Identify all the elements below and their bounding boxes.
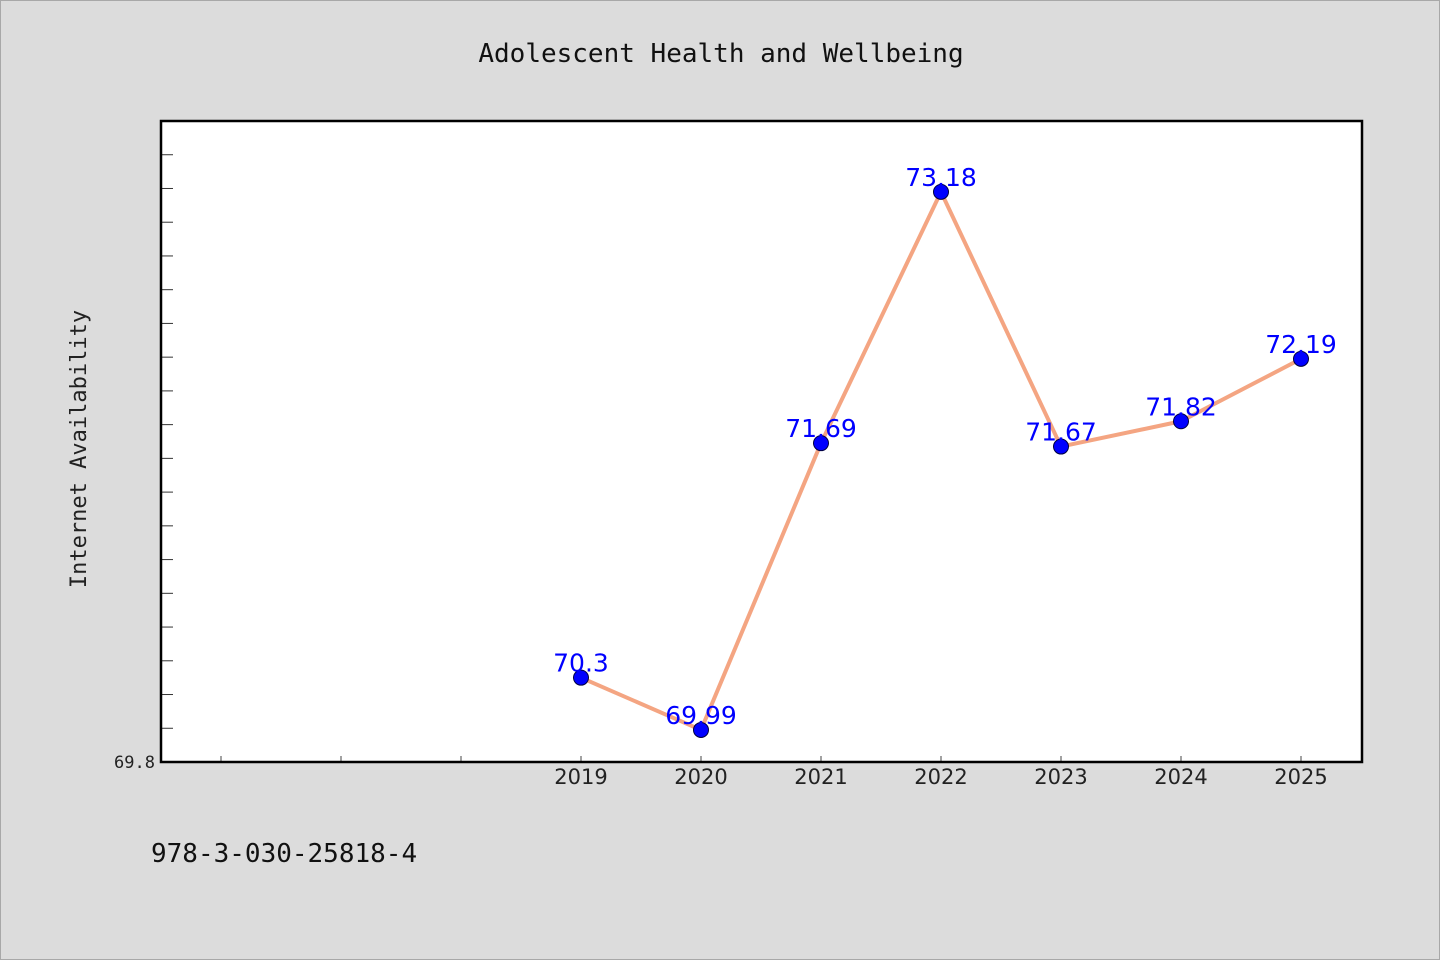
x-tick-label: 2019 — [554, 765, 607, 789]
data-label: 73.18 — [905, 163, 977, 192]
data-point — [813, 435, 829, 452]
data-label: 71.69 — [785, 414, 857, 443]
x-tick-label: 2023 — [1034, 765, 1087, 789]
data-label: 70.3 — [553, 649, 609, 678]
x-axis-ticks: 2019 2020 2021 2022 2023 2024 2025 — [220, 756, 1328, 789]
x-tick-label: 2025 — [1274, 765, 1327, 789]
data-labels: 70.3 69.99 71.69 73.18 71.67 71.82 72.19 — [553, 163, 1337, 730]
y-axis-label: Internet Availability — [67, 310, 92, 588]
data-point — [933, 183, 949, 200]
data-point — [1173, 413, 1189, 430]
data-label: 72.19 — [1265, 330, 1337, 359]
plot-area — [161, 121, 1362, 762]
y-tick-label: 69.8 — [114, 753, 155, 773]
chart-title: Adolescent Health and Wellbeing — [478, 39, 963, 69]
series-markers — [573, 183, 1309, 738]
x-tick-label: 2022 — [914, 765, 967, 789]
data-point — [693, 721, 709, 738]
x-tick-label: 2024 — [1154, 765, 1207, 789]
x-tick-label: 2021 — [794, 765, 847, 789]
data-label: 69.99 — [665, 701, 737, 730]
plot-border — [159, 119, 1364, 764]
data-label: 71.82 — [1145, 392, 1217, 421]
x-tick-label: 2020 — [674, 765, 727, 789]
data-point — [1293, 350, 1309, 367]
y-axis-ticks: 69.8 — [114, 120, 173, 773]
data-point — [1053, 438, 1069, 455]
footer-isbn: 978-3-030-25818-4 — [151, 839, 417, 869]
data-point — [573, 669, 589, 686]
data-label: 71.67 — [1025, 418, 1097, 447]
